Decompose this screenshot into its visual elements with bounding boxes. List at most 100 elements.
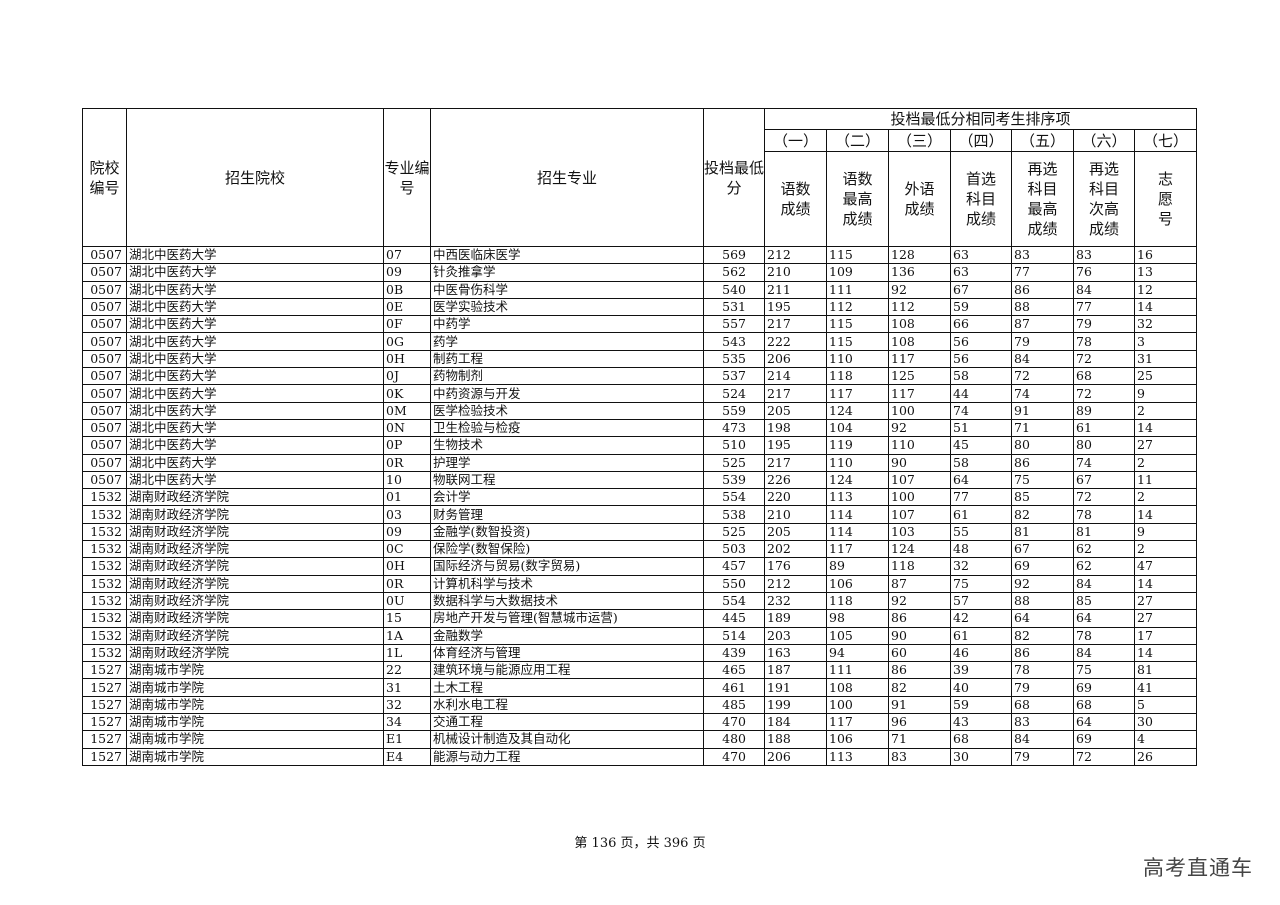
cell-score-4: 68: [950, 730, 1012, 749]
cell-score-5: 79: [1011, 678, 1074, 697]
cell-score-3: 118: [888, 557, 951, 576]
cell-score-1: 205: [764, 522, 827, 542]
cell-score-5: 71: [1011, 418, 1074, 438]
cell-school-code: 0507: [82, 280, 127, 299]
cell-score-5: 79: [1011, 747, 1074, 766]
cell-score-4: 40: [950, 678, 1012, 697]
cell-score-2: 110: [826, 453, 889, 472]
cell-major-name: 土木工程: [430, 678, 704, 697]
cell-score-4: 32: [950, 557, 1012, 576]
cell-score-5: 86: [1011, 280, 1074, 299]
cell-major-name: 体育经济与管理: [430, 643, 704, 663]
cell-score-2: 114: [826, 505, 889, 524]
cell-score-6: 72: [1073, 349, 1135, 369]
cell-score-7: 14: [1134, 418, 1197, 438]
cell-school-code: 1527: [82, 747, 127, 766]
table-row: 0507 湖北中医药大学 0N 卫生检验与检疫 473 198 104 92 51 71 61 14: [82, 418, 1197, 438]
table-row: 1532 湖南财政经济学院 01 会计学 554 220 113 100 77 85 72 2: [82, 488, 1197, 507]
cell-min-score: 525: [703, 522, 765, 542]
cell-school-name: 湖南财政经济学院: [126, 591, 384, 611]
cell-score-7: 17: [1134, 626, 1197, 645]
cell-major-code: 34: [383, 713, 431, 732]
cell-school-code: 0507: [82, 401, 127, 420]
cell-score-3: 108: [888, 332, 951, 351]
cell-score-6: 62: [1073, 540, 1135, 559]
cell-major-name: 针灸推拿学: [430, 263, 704, 282]
cell-school-code: 0507: [82, 436, 127, 455]
cell-score-4: 77: [950, 488, 1012, 507]
cell-score-1: 203: [764, 626, 827, 645]
cell-score-4: 75: [950, 574, 1012, 593]
cell-score-1: 217: [764, 453, 827, 472]
cell-score-5: 74: [1011, 384, 1074, 403]
cell-score-3: 71: [888, 730, 951, 749]
cell-major-code: E1: [383, 730, 431, 749]
cell-score-7: 2: [1134, 453, 1197, 472]
cell-score-1: 210: [764, 263, 827, 282]
cell-score-2: 106: [826, 730, 889, 749]
cell-school-code: 0507: [82, 453, 127, 472]
cell-score-7: 14: [1134, 574, 1197, 593]
cell-score-2: 94: [826, 643, 889, 663]
cell-score-4: 56: [950, 349, 1012, 369]
header-sort-label-6: 再选科目次高成绩: [1073, 151, 1135, 247]
cell-school-code: 1532: [82, 643, 127, 663]
cell-score-5: 87: [1011, 315, 1074, 334]
cell-score-1: 184: [764, 713, 827, 732]
cell-score-3: 90: [888, 453, 951, 472]
cell-score-3: 112: [888, 297, 951, 317]
cell-score-2: 100: [826, 695, 889, 715]
cell-major-code: 0E: [383, 297, 431, 317]
cell-score-6: 81: [1073, 522, 1135, 542]
cell-score-2: 108: [826, 678, 889, 697]
cell-score-7: 12: [1134, 280, 1197, 299]
cell-score-7: 14: [1134, 505, 1197, 524]
cell-school-name: 湖北中医药大学: [126, 263, 384, 282]
cell-school-code: 0507: [82, 470, 127, 490]
cell-score-2: 98: [826, 609, 889, 628]
cell-score-4: 44: [950, 384, 1012, 403]
cell-school-code: 1532: [82, 505, 127, 524]
cell-major-name: 医学检验技术: [430, 401, 704, 420]
cell-score-4: 57: [950, 591, 1012, 611]
cell-score-6: 78: [1073, 332, 1135, 351]
cell-major-name: 保险学(数智保险): [430, 540, 704, 559]
cell-score-1: 211: [764, 280, 827, 299]
cell-school-code: 1532: [82, 626, 127, 645]
cell-min-score: 445: [703, 609, 765, 628]
cell-major-name: 中药资源与开发: [430, 384, 704, 403]
cell-score-1: 226: [764, 470, 827, 490]
cell-score-6: 78: [1073, 505, 1135, 524]
cell-major-code: 03: [383, 505, 431, 524]
cell-major-code: 0U: [383, 591, 431, 611]
cell-score-5: 75: [1011, 470, 1074, 490]
cell-score-1: 220: [764, 488, 827, 507]
cell-score-6: 64: [1073, 609, 1135, 628]
cell-score-4: 45: [950, 436, 1012, 455]
cell-score-7: 9: [1134, 384, 1197, 403]
cell-score-2: 106: [826, 574, 889, 593]
cell-school-name: 湖南城市学院: [126, 730, 384, 749]
cell-school-code: 0507: [82, 349, 127, 369]
cell-major-code: 0F: [383, 315, 431, 334]
cell-major-name: 计算机科学与技术: [430, 574, 704, 593]
cell-score-1: 205: [764, 401, 827, 420]
cell-score-6: 85: [1073, 591, 1135, 611]
cell-school-code: 1527: [82, 713, 127, 732]
table-row: 0507 湖北中医药大学 0B 中医骨伤科学 540 211 111 92 67 86 84 12: [82, 280, 1197, 299]
cell-major-name: 建筑环境与能源应用工程: [430, 661, 704, 680]
cell-score-6: 68: [1073, 367, 1135, 386]
cell-score-2: 113: [826, 488, 889, 507]
cell-score-4: 56: [950, 332, 1012, 351]
cell-min-score: 461: [703, 678, 765, 697]
header-sort-num-1: （一）: [764, 129, 827, 152]
cell-score-7: 32: [1134, 315, 1197, 334]
table-row: 1532 湖南财政经济学院 0H 国际经济与贸易(数字贸易) 457 176 89 118 32…: [82, 557, 1197, 576]
cell-score-6: 89: [1073, 401, 1135, 420]
cell-school-name: 湖南城市学院: [126, 678, 384, 697]
cell-score-3: 90: [888, 626, 951, 645]
cell-score-7: 26: [1134, 747, 1197, 766]
cell-score-4: 48: [950, 540, 1012, 559]
cell-score-7: 4: [1134, 730, 1197, 749]
header-school: 招生院校: [126, 108, 384, 247]
